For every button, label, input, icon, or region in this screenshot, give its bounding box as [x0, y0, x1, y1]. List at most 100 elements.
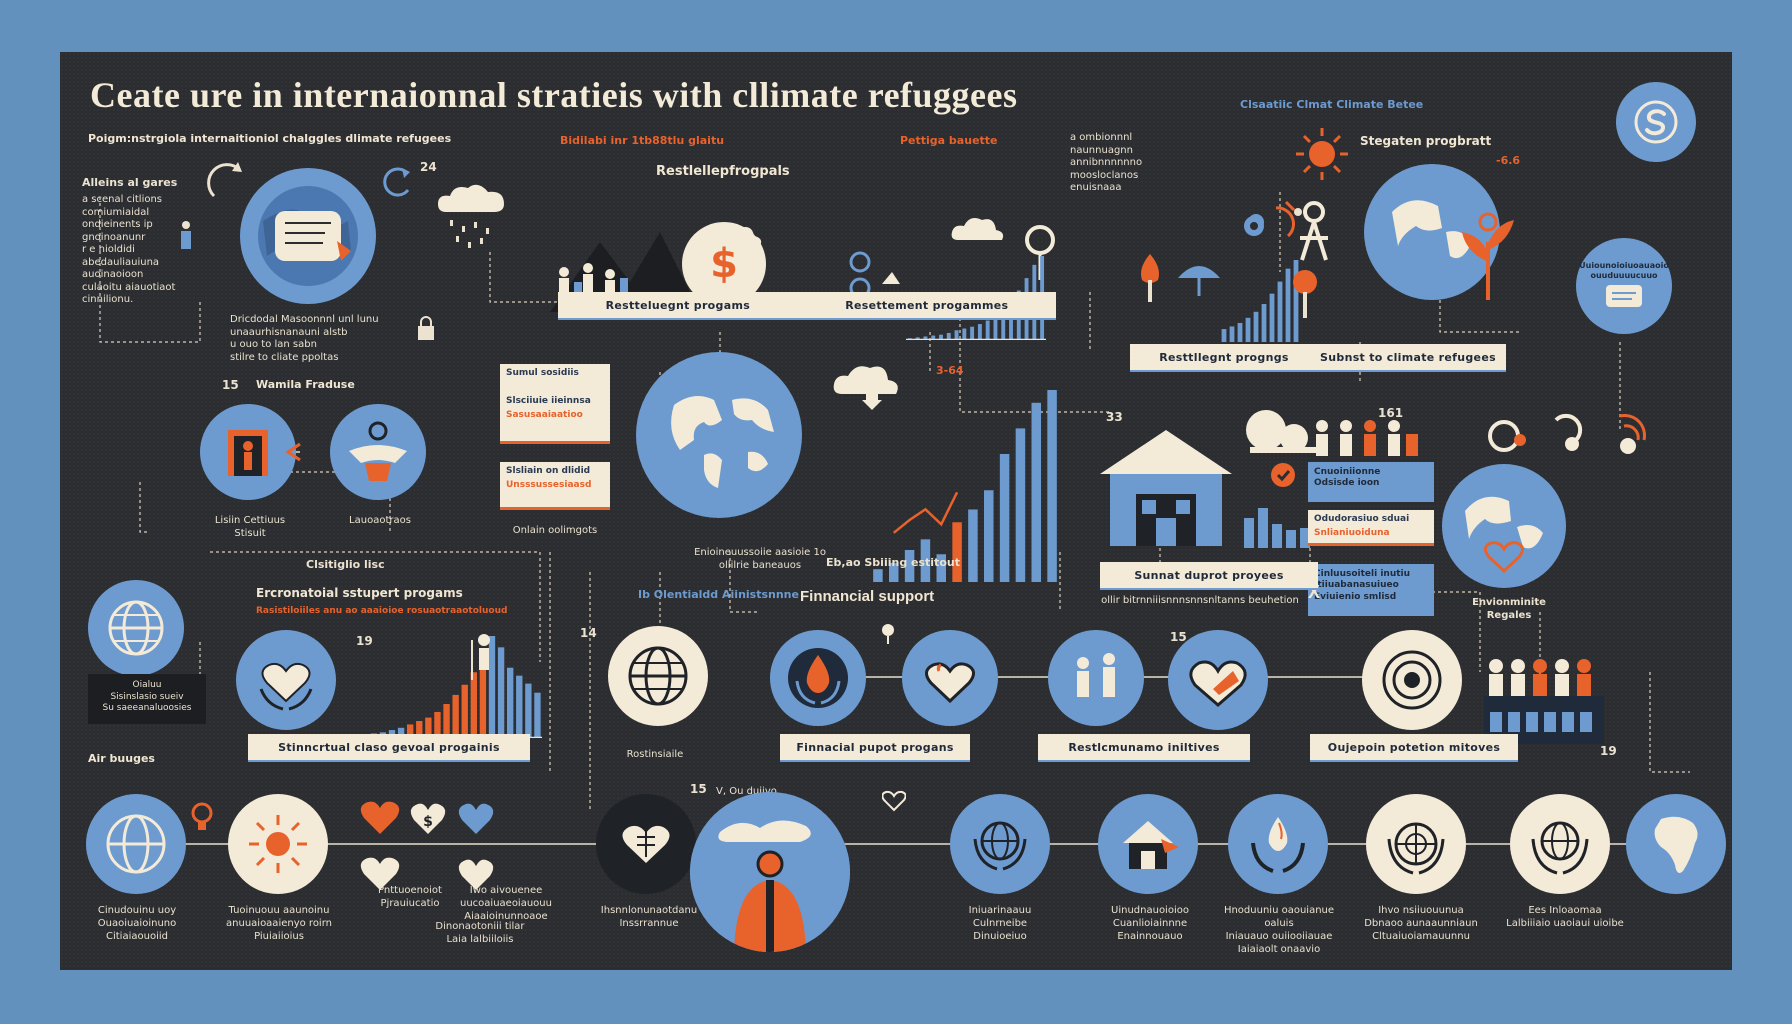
row-banner-4: Restlcmunamo iniltives — [1038, 734, 1250, 762]
sun-icon — [1292, 124, 1352, 188]
chart-bar — [1293, 260, 1299, 342]
infographic-board: Ceate ure in internaionnal stratieis wit… — [60, 52, 1732, 970]
chart-bar — [1047, 390, 1057, 582]
chart-bar — [516, 675, 523, 738]
chart-bar — [407, 724, 414, 738]
chart-bar — [416, 721, 423, 738]
center-header: Eb,ao Sbiiing estitout — [826, 556, 960, 569]
number-19: 19 — [356, 634, 373, 648]
page-subtitle: Poigm:nstrgiola internaitioniol chalggle… — [88, 132, 452, 145]
chart-bar — [1269, 293, 1275, 342]
support-programs-banner: Sunnat duprot proyees — [1100, 562, 1318, 590]
icon-caption-2: Lauoaotraos — [349, 515, 411, 526]
row-banner-1: Stinncrtual claso gevoal progainis — [248, 734, 530, 762]
card2-line1: Slsciiuie iieinnsa — [506, 396, 591, 406]
air-label: Air buuges — [88, 752, 155, 765]
resettlement-banner: Restteluegnt progams Resettement progamm… — [558, 292, 1056, 320]
chart-bar — [985, 320, 990, 340]
chart-bar — [962, 328, 967, 340]
down-arrow-icon — [862, 390, 882, 416]
world-globe-icon — [636, 352, 802, 518]
bottom-caption-9: Hnoduuniu oaouianue oaluis Iniauauo ouii… — [1223, 905, 1335, 955]
chart-bar — [1277, 281, 1283, 342]
small-bars-icon — [1242, 498, 1322, 552]
bar-chart-support — [342, 636, 542, 738]
house-flag-icon — [1098, 794, 1198, 894]
info-card-3: Slsliain on dlidid Unsssussesiaasd — [500, 462, 610, 510]
chart-bar — [470, 672, 477, 738]
rain-cloud-icon — [428, 172, 518, 266]
bottom-caption-4: Iwo aivouenee uucoaiuaeoiauouu Aiaaioinu… — [460, 885, 552, 922]
lightbulb-icon — [190, 802, 214, 836]
banner-right-text: Resettement progammes — [845, 298, 1009, 312]
header-tag-mid: Bidilabi inr 1tb88tlu glaitu — [560, 134, 725, 147]
chart-bar — [434, 711, 441, 738]
bottom-caption-7: Iniuarinaauu Culnrneibe Dinuioeiuo — [968, 905, 1032, 942]
bottom-number-15: 15 — [690, 782, 707, 796]
chart-bar — [1253, 311, 1259, 342]
page-title: Ceate ure in internaionnal stratieis wit… — [90, 75, 1018, 115]
resettlement-label: Restlellepfrogpals — [656, 164, 790, 179]
globe-laurel-icon — [950, 794, 1050, 894]
person-holding-icon — [330, 404, 426, 500]
bottom-caption-1: Cinudouinu uoy Ouaoiuaioinuno Citiaiaouo… — [97, 905, 177, 942]
blue-header: Ib Olentialdd Aiinistsnnne — [638, 588, 799, 601]
left-heading: Alleins al gares — [82, 176, 178, 189]
small-flower-icon — [878, 622, 898, 648]
chart-bar — [936, 554, 946, 582]
chart-bar — [1001, 309, 1006, 340]
row-number-19: 19 — [1600, 744, 1617, 758]
svg-text:$: $ — [710, 241, 738, 287]
side-caption: Oialuu Sisinslasio sueiv Su saeeanaluoos… — [102, 680, 192, 714]
chart-bar — [873, 569, 883, 582]
info-badge-circle: Uuiounoioiuoauaoio ouuduuuucuuo — [1576, 238, 1672, 334]
arrow-left-icon — [284, 442, 304, 466]
card-right-line1: Odudorasiuo sduai — [1314, 514, 1410, 524]
cloud-icon-3 — [830, 358, 910, 402]
chart-bar — [904, 550, 915, 582]
chart-bar — [952, 522, 962, 582]
bar-label: 3-64 — [936, 364, 964, 377]
resettlement-banner-right: Resttllegnt progngs — [1130, 344, 1318, 372]
card-right-line2: Snlianiuoiduna — [1314, 528, 1390, 538]
people-pair-icon — [1048, 630, 1144, 726]
umbrella-icon — [1176, 258, 1222, 302]
bottom-caption-5: Ihsnnlonunaotdanu Inssrrannue — [600, 905, 698, 929]
chart-bar — [1031, 402, 1041, 582]
globe-document-illustration — [240, 168, 376, 304]
heart-hands-icon — [236, 630, 336, 730]
chart-bar — [397, 727, 405, 738]
card3-line1: Slsliain on dlidid — [506, 466, 591, 476]
sun-cream-icon — [228, 794, 328, 894]
globe-heart-icon — [1442, 464, 1566, 588]
speaker-person-illustration — [690, 792, 850, 952]
gear-small-icon — [1240, 212, 1268, 244]
chart-trend-line — [892, 491, 959, 534]
bottom-caption-3: Pnttuoenoiot Pjrauiucatio — [378, 885, 442, 909]
chart-bar — [534, 692, 541, 738]
tree-orange-icon — [1132, 252, 1168, 306]
card3-line2: Unsssussesiaasd — [506, 480, 592, 490]
globe-grid-icon — [86, 794, 186, 894]
chart-bar — [1261, 304, 1267, 342]
chart-bar — [999, 454, 1010, 582]
chart-bar — [488, 636, 496, 738]
globe-icon-right — [1364, 164, 1500, 300]
support-programs-heading: Ercronatoial sstupert progams — [256, 586, 463, 600]
refresh-arrow-icon — [200, 156, 246, 206]
chart-bar — [443, 704, 450, 738]
chart-bar — [931, 335, 936, 340]
chart-bar — [923, 336, 928, 340]
heart-outline-icon — [881, 790, 907, 816]
row-label: Wamila Fraduse — [256, 378, 355, 391]
chart-bar — [954, 330, 959, 340]
row-banner-2: Rostinsiaile — [626, 749, 684, 760]
bcard1-text: Cnuoiniionne Odsisde ioon — [1314, 467, 1381, 489]
section-left-label: Clsitiglio lisc — [306, 558, 385, 571]
chart-bar — [984, 490, 994, 582]
right-column-label: Stegaten progbratt — [1360, 134, 1492, 148]
cloud-icon-4 — [1236, 408, 1326, 462]
chart-bar — [968, 509, 978, 582]
cards-caption: Onlain oolimgots — [512, 525, 598, 536]
chart-bar — [920, 539, 931, 582]
